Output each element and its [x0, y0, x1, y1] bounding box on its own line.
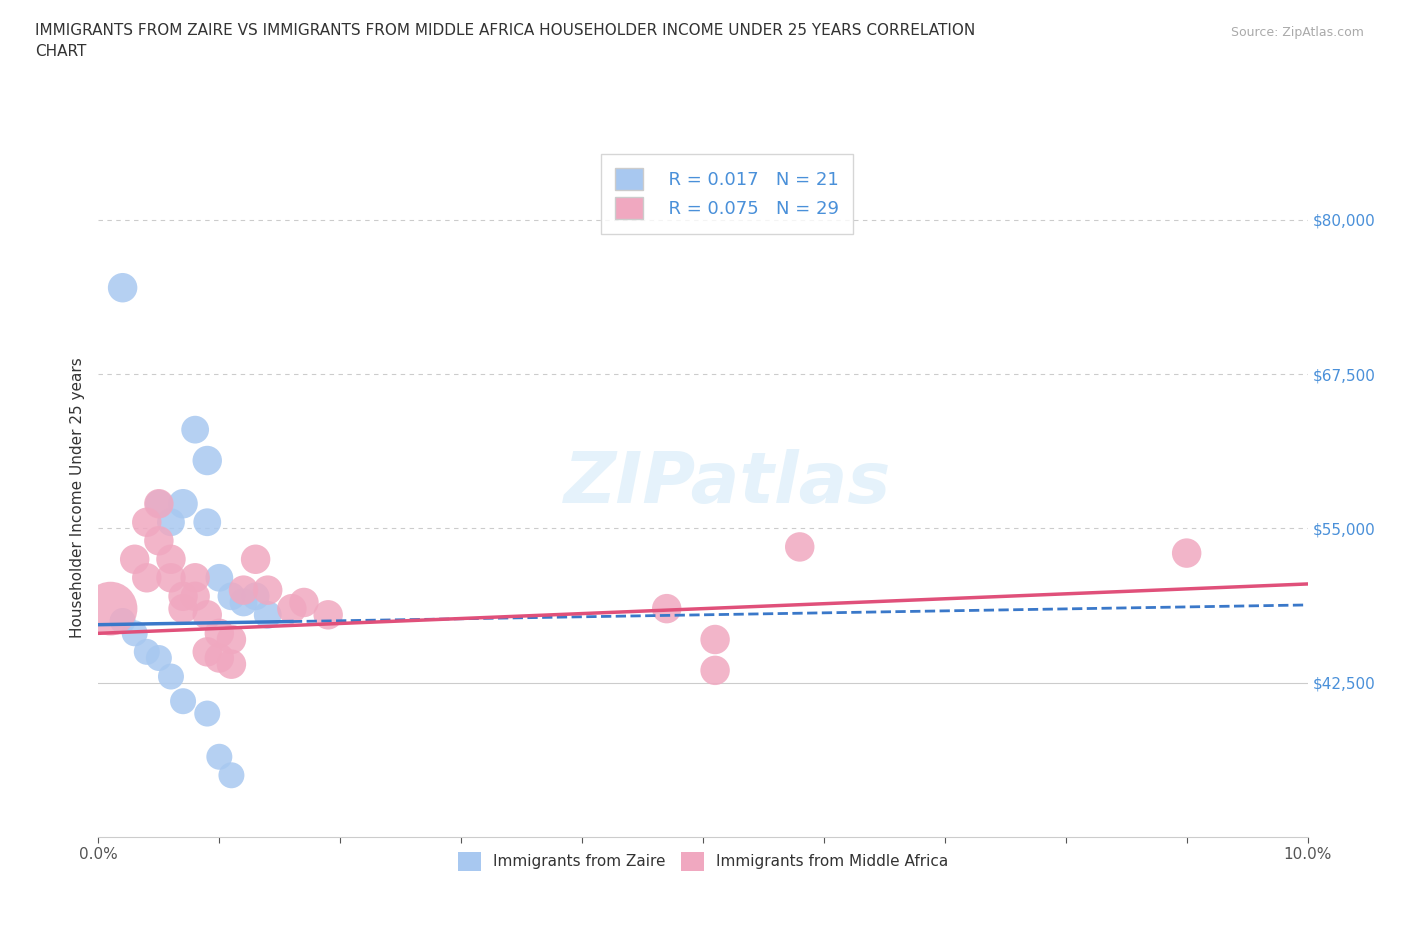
Point — [135, 570, 157, 585]
Point — [292, 595, 315, 610]
Point — [221, 768, 243, 783]
Point — [148, 497, 170, 512]
Point — [195, 607, 218, 622]
Point — [208, 626, 231, 641]
Y-axis label: Householder Income Under 25 years: Householder Income Under 25 years — [69, 357, 84, 638]
Point — [172, 694, 194, 709]
Point — [172, 589, 194, 604]
Point — [655, 601, 678, 616]
Point — [148, 651, 170, 666]
Point — [160, 551, 183, 566]
Point — [111, 280, 134, 295]
Point — [704, 632, 727, 647]
Point — [172, 497, 194, 512]
Point — [195, 706, 218, 721]
Point — [789, 539, 811, 554]
Point — [232, 583, 254, 598]
Point — [208, 651, 231, 666]
Point — [184, 589, 207, 604]
Text: ZIPatlas: ZIPatlas — [564, 449, 891, 518]
Point — [245, 551, 267, 566]
Text: Source: ZipAtlas.com: Source: ZipAtlas.com — [1230, 26, 1364, 39]
Point — [184, 570, 207, 585]
Point — [195, 453, 218, 468]
Point — [221, 589, 243, 604]
Point — [160, 669, 183, 684]
Point — [256, 607, 278, 622]
Point — [111, 614, 134, 629]
Point — [208, 750, 231, 764]
Point — [100, 601, 122, 616]
Point — [195, 644, 218, 659]
Text: IMMIGRANTS FROM ZAIRE VS IMMIGRANTS FROM MIDDLE AFRICA HOUSEHOLDER INCOME UNDER : IMMIGRANTS FROM ZAIRE VS IMMIGRANTS FROM… — [35, 23, 976, 60]
Point — [316, 607, 339, 622]
Point — [160, 570, 183, 585]
Point — [135, 644, 157, 659]
Point — [124, 626, 146, 641]
Point — [135, 515, 157, 530]
Point — [245, 589, 267, 604]
Point — [208, 570, 231, 585]
Point — [704, 663, 727, 678]
Point — [256, 583, 278, 598]
Point — [221, 657, 243, 671]
Point — [148, 497, 170, 512]
Point — [1175, 546, 1198, 561]
Point — [221, 632, 243, 647]
Point — [281, 601, 304, 616]
Point — [160, 515, 183, 530]
Point — [124, 551, 146, 566]
Point — [195, 515, 218, 530]
Point — [172, 601, 194, 616]
Point — [184, 422, 207, 437]
Point — [232, 595, 254, 610]
Legend: Immigrants from Zaire, Immigrants from Middle Africa: Immigrants from Zaire, Immigrants from M… — [451, 846, 955, 877]
Point — [148, 533, 170, 548]
